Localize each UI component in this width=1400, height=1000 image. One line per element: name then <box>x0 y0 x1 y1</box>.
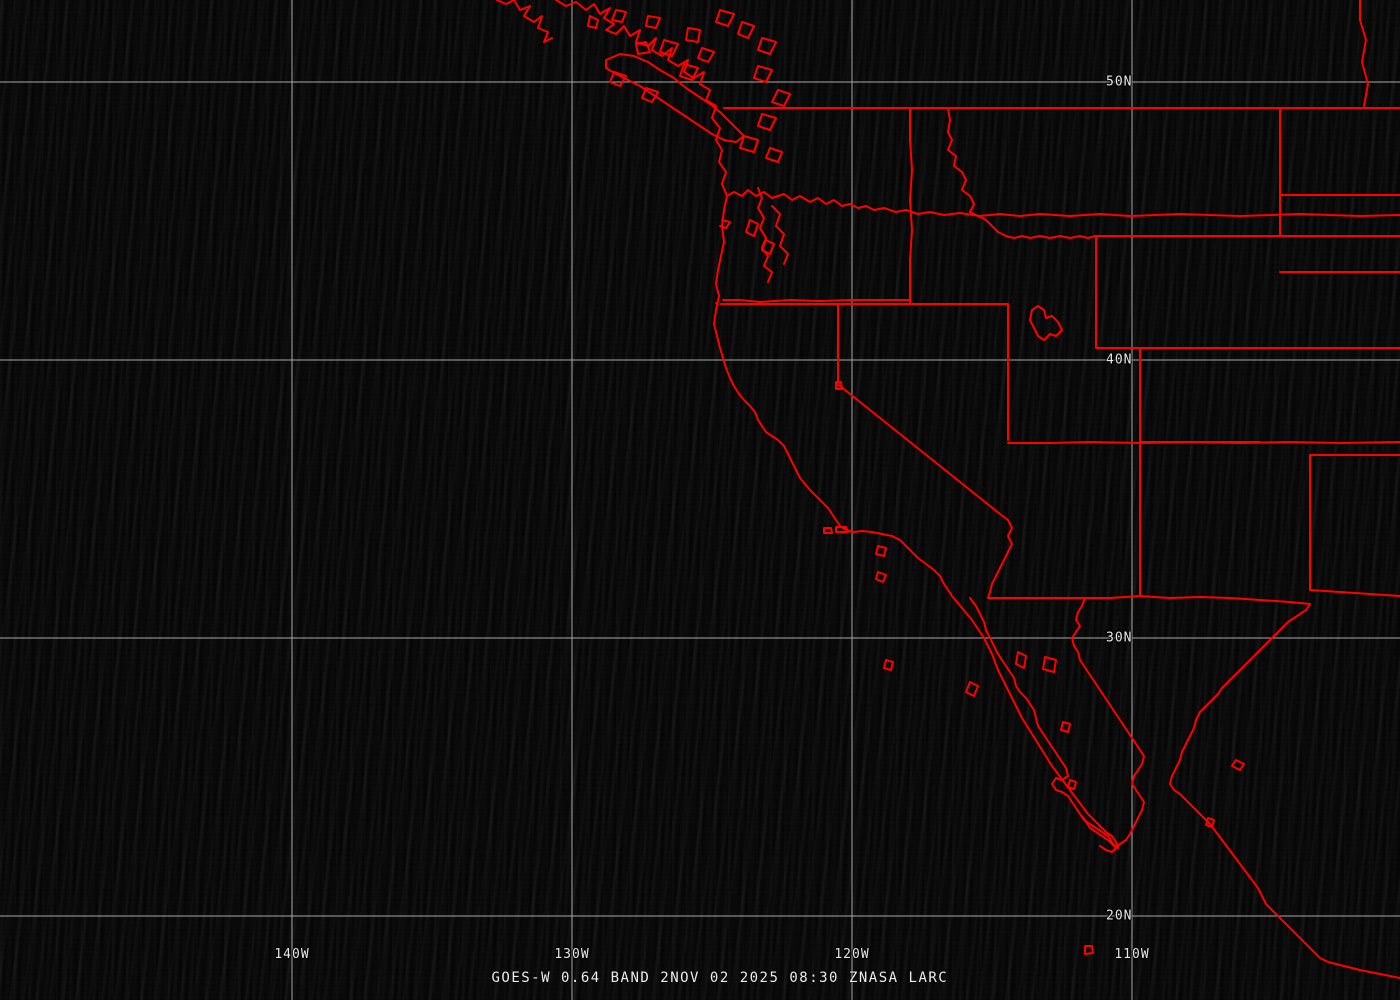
coastline-puget-sound-branch <box>771 205 789 265</box>
coastline-bc-island-cluster-q <box>609 71 627 87</box>
coastline-bc-island-cluster-b <box>611 9 627 23</box>
island-san-clemente <box>875 571 887 583</box>
coastline-bc-island-cluster-h <box>679 63 699 81</box>
lake-tahoe <box>835 381 843 390</box>
caption-source: NASA LARC <box>858 970 949 986</box>
lat-label-20n: 20N <box>1106 908 1133 924</box>
great-salt-lake <box>1029 305 1063 341</box>
coastline-bc-island-cluster-a <box>587 15 599 29</box>
coastline-vancouver-island <box>605 53 745 143</box>
coastline-puget-sound-island <box>745 219 759 237</box>
coastline-bc-island-cluster-e <box>659 39 679 57</box>
island-cedros <box>965 681 979 697</box>
coastline-mexico-inlet-detail <box>1231 759 1245 771</box>
border-washington-oregon <box>722 299 911 303</box>
coastline-puget-sound-inlets <box>757 187 773 283</box>
coastline-haida-gwaii <box>496 0 553 43</box>
border-idaho-west <box>909 107 913 305</box>
coastline-mexico-mainland-west <box>1169 603 1400 979</box>
island-marias <box>1205 817 1215 828</box>
coastline-bc-island-cluster-o <box>739 135 759 153</box>
image-caption: GOES-W 0.64 BAND 2NOV 02 2025 08:30 ZNAS… <box>0 957 1400 999</box>
coastline-baja-west <box>969 597 1117 853</box>
lon-label-110w: 110W <box>1114 947 1150 962</box>
caption-date: NOV 02 2025 <box>670 970 780 986</box>
lon-label-120w: 120W <box>834 947 870 962</box>
coastline-british-columbia <box>555 0 728 197</box>
island-small-gulf-b <box>1067 779 1077 790</box>
lat-label-40n: 40N <box>1106 352 1133 368</box>
caption-timezone: Z <box>848 970 859 986</box>
border-arizona-mexico <box>1084 595 1311 605</box>
island-guadalupe <box>883 659 894 671</box>
coastline-oregon-detail <box>719 219 731 229</box>
coastline-bc-island-cluster-r <box>641 87 659 103</box>
coastline-bc-island-cluster-l <box>753 65 773 83</box>
border-bc-alberta <box>1359 0 1369 107</box>
island-santa-rosa <box>823 527 833 534</box>
border-idaho-montana <box>947 107 1096 239</box>
border-california-arizona <box>987 519 1086 599</box>
coastline-bc-island-cluster-m <box>771 89 791 107</box>
coastline-bc-island-cluster-c <box>645 15 661 29</box>
coastline-bc-island-cluster-d <box>635 41 651 55</box>
lon-label-130w: 130W <box>554 947 590 962</box>
border-california-nevada <box>837 384 1009 521</box>
caption-time: 08:30 <box>789 970 839 986</box>
border-nm-south-texas <box>1309 589 1400 597</box>
island-santa-catalina <box>875 545 887 557</box>
lat-label-50n: 50N <box>1106 74 1133 90</box>
caption-product: GOES-W 0.64 BAND 2 <box>491 970 671 986</box>
coastline-baja-east <box>1071 597 1145 849</box>
coastline-bc-island-cluster-k <box>757 37 777 55</box>
coastline-washington <box>726 189 1400 217</box>
coastline-bc-island-cluster-i <box>715 9 735 27</box>
coastline-bc-island-cluster-j <box>737 21 755 39</box>
island-santa-cruz <box>835 526 849 533</box>
coastline-bc-island-cluster-n <box>757 113 777 131</box>
lon-label-140w: 140W <box>274 947 310 962</box>
island-tiburon <box>1042 656 1057 673</box>
coastline-bc-island-cluster-p <box>765 147 783 163</box>
coastline-bc-island-cluster-g <box>697 47 715 63</box>
island-socorro <box>1084 945 1094 955</box>
lat-label-30n: 30N <box>1106 630 1133 646</box>
island-angel-de-la-guarda <box>1015 651 1027 669</box>
coastline-puget-sound-island-2 <box>761 239 775 255</box>
coastline-bc-island-cluster-f <box>685 27 701 43</box>
coastline-pacific-west-coast <box>713 195 1119 849</box>
island-small-gulf-a <box>1060 721 1071 733</box>
border-oregon-california-nevada <box>715 302 719 305</box>
